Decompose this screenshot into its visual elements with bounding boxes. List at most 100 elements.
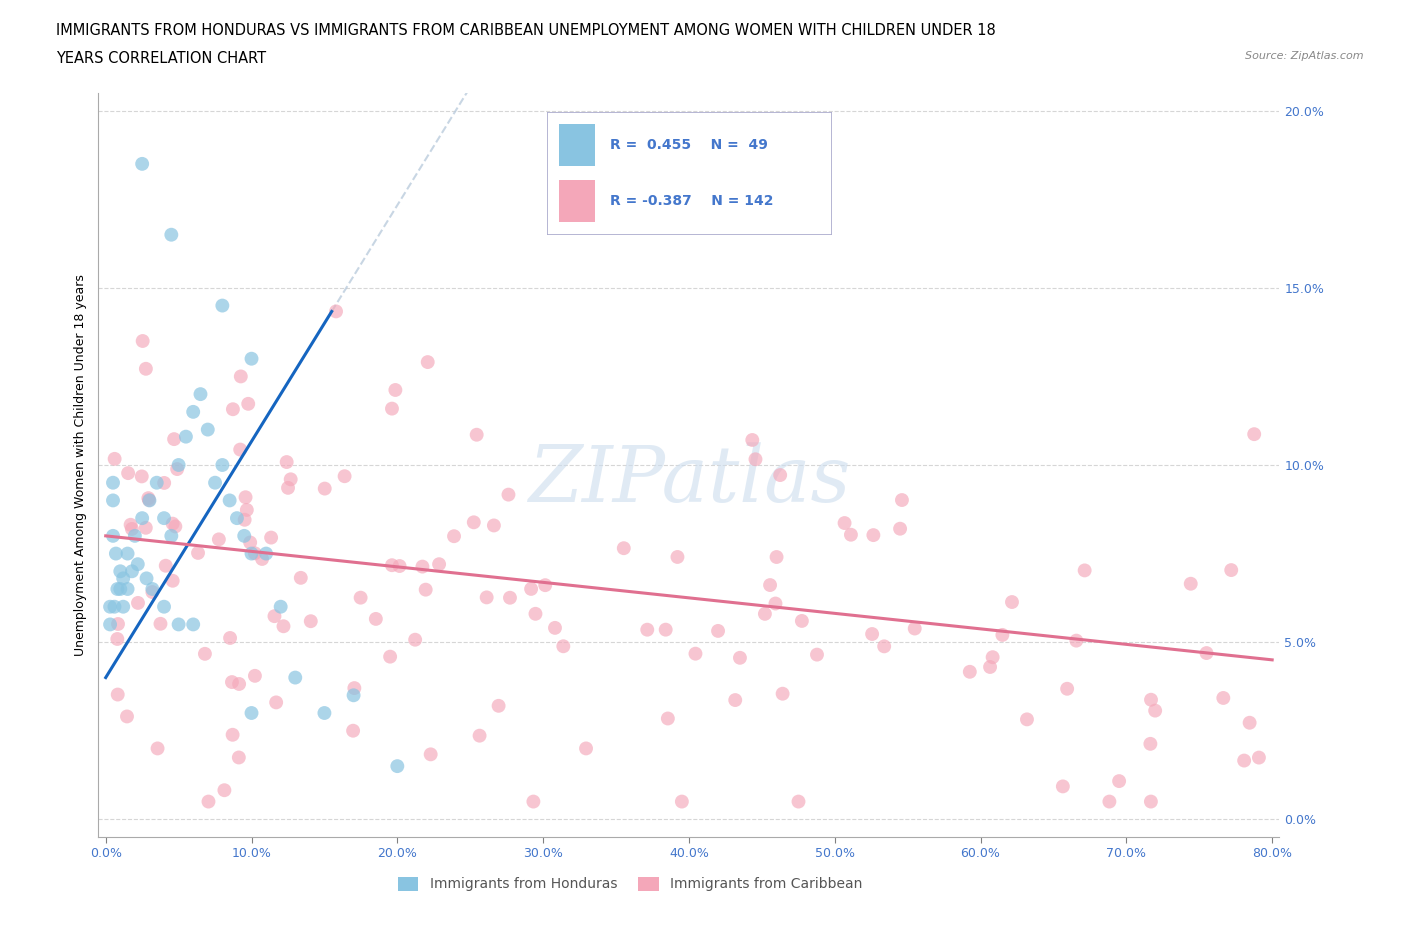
Point bbox=[264, 695, 287, 710]
Point bbox=[117, 581, 139, 596]
Point bbox=[873, 639, 896, 654]
Point bbox=[349, 591, 371, 605]
Point bbox=[284, 671, 307, 685]
Point bbox=[1243, 427, 1265, 442]
Point bbox=[131, 334, 153, 349]
Point bbox=[211, 299, 233, 313]
Text: IMMIGRANTS FROM HONDURAS VS IMMIGRANTS FROM CARIBBEAN UNEMPLOYMENT AMONG WOMEN W: IMMIGRANTS FROM HONDURAS VS IMMIGRANTS F… bbox=[56, 23, 995, 38]
Point bbox=[325, 304, 347, 319]
Point bbox=[149, 617, 172, 631]
Point bbox=[728, 650, 751, 665]
Point bbox=[498, 487, 520, 502]
Point bbox=[107, 617, 129, 631]
Point bbox=[162, 516, 184, 531]
Point bbox=[387, 759, 409, 774]
Point bbox=[889, 522, 911, 537]
Point bbox=[181, 617, 204, 631]
Text: Source: ZipAtlas.com: Source: ZipAtlas.com bbox=[1246, 51, 1364, 61]
Point bbox=[117, 466, 139, 481]
Point bbox=[101, 528, 124, 543]
Point bbox=[105, 631, 128, 646]
Point bbox=[222, 402, 245, 417]
Point bbox=[981, 650, 1004, 665]
Point bbox=[112, 571, 135, 586]
Point bbox=[115, 709, 138, 724]
Point bbox=[636, 622, 658, 637]
Point bbox=[1220, 563, 1243, 578]
Point bbox=[131, 511, 153, 525]
Point bbox=[153, 599, 176, 614]
Point bbox=[250, 551, 273, 566]
Point bbox=[160, 528, 183, 543]
Point bbox=[138, 493, 160, 508]
Point bbox=[314, 481, 336, 496]
Point bbox=[364, 611, 387, 626]
Point bbox=[277, 481, 299, 496]
Point bbox=[208, 532, 231, 547]
Point bbox=[411, 559, 433, 574]
Point bbox=[744, 452, 766, 467]
Point bbox=[194, 646, 217, 661]
Point bbox=[260, 530, 283, 545]
Point bbox=[1056, 682, 1078, 697]
Point bbox=[384, 382, 406, 397]
Point bbox=[1052, 779, 1074, 794]
Point bbox=[299, 614, 322, 629]
Point bbox=[101, 475, 124, 490]
Point bbox=[228, 750, 250, 764]
Point bbox=[671, 794, 693, 809]
Point bbox=[101, 493, 124, 508]
Point bbox=[499, 591, 522, 605]
Point bbox=[290, 570, 312, 585]
Point bbox=[165, 519, 187, 534]
Point bbox=[104, 546, 127, 561]
Point bbox=[240, 706, 263, 721]
Point bbox=[110, 581, 132, 596]
Point bbox=[666, 550, 689, 565]
Point bbox=[104, 451, 127, 466]
Point bbox=[141, 585, 163, 600]
Point bbox=[1015, 712, 1038, 727]
Point bbox=[187, 546, 209, 561]
Point bbox=[769, 468, 792, 483]
Point bbox=[138, 491, 160, 506]
Point bbox=[991, 628, 1014, 643]
Point bbox=[226, 511, 249, 525]
Point bbox=[1073, 563, 1095, 578]
Point bbox=[121, 522, 143, 537]
Point bbox=[153, 475, 176, 490]
Point bbox=[834, 515, 856, 530]
Point bbox=[1195, 645, 1218, 660]
Point bbox=[103, 599, 125, 614]
Point bbox=[121, 564, 143, 578]
Point bbox=[229, 442, 252, 457]
Point bbox=[229, 369, 252, 384]
Point bbox=[657, 711, 679, 726]
Point bbox=[181, 405, 204, 419]
Point bbox=[233, 528, 256, 543]
Point bbox=[1180, 577, 1202, 591]
Point bbox=[904, 621, 927, 636]
Point bbox=[1239, 715, 1261, 730]
Point bbox=[839, 527, 862, 542]
Point bbox=[427, 557, 450, 572]
Point bbox=[979, 659, 1001, 674]
Point bbox=[135, 571, 157, 586]
Point bbox=[1098, 794, 1121, 809]
Point bbox=[127, 595, 149, 610]
Point bbox=[378, 649, 401, 664]
Point bbox=[314, 706, 336, 721]
Point bbox=[1247, 751, 1270, 765]
Point bbox=[333, 469, 356, 484]
Point bbox=[131, 156, 153, 171]
Y-axis label: Unemployment Among Women with Children Under 18 years: Unemployment Among Women with Children U… bbox=[75, 274, 87, 656]
Point bbox=[243, 669, 266, 684]
Point bbox=[1212, 690, 1234, 705]
Text: YEARS CORRELATION CHART: YEARS CORRELATION CHART bbox=[56, 51, 266, 66]
Point bbox=[482, 518, 505, 533]
Point bbox=[254, 546, 277, 561]
Point bbox=[138, 493, 160, 508]
Point bbox=[343, 681, 366, 696]
Point bbox=[263, 609, 285, 624]
Point bbox=[1001, 594, 1024, 609]
